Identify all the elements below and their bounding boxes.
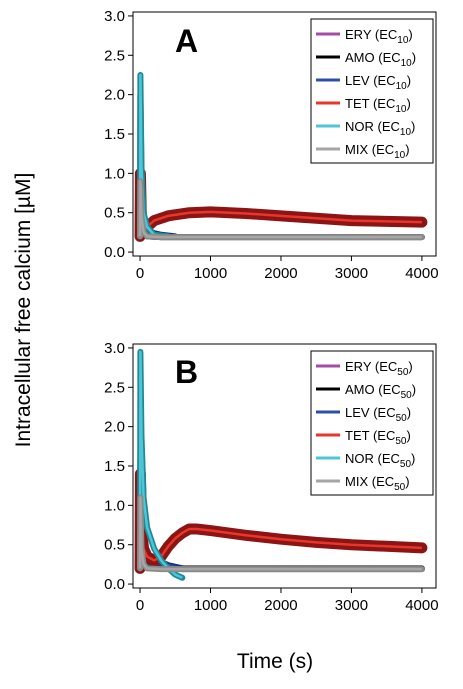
- x-tick-label: 2000: [264, 265, 297, 282]
- x-tick-label: 1000: [194, 597, 227, 614]
- x-tick-label: 0: [136, 597, 144, 614]
- panel-a-chart: 0.0 0.5 1.0 1.5 2.0 2.5 3.0 0 1000 2000 3000 4000 A E…: [104, 8, 438, 282]
- y-tick-label: 0.0: [104, 576, 125, 593]
- panel-label: B: [175, 354, 198, 390]
- y-tick-label: 2.0: [104, 419, 125, 436]
- panel-b-chart: 0.0 0.5 1.0 1.5 2.0 2.5 3.0 0 1000 2000 3000 4000 B E…: [104, 340, 438, 614]
- y-axis-label: Intracellular free calcium [µM]: [12, 173, 35, 448]
- y-tick-label: 2.5: [104, 379, 125, 396]
- x-tick-label: 3000: [335, 265, 368, 282]
- legend: ERY (EC50)AMO (EC50)LEV (EC50)TET (EC50)…: [311, 351, 433, 495]
- x-tick-label: 3000: [335, 597, 368, 614]
- y-tick-label: 1.0: [104, 497, 125, 514]
- y-tick-label: 3.0: [104, 8, 125, 25]
- series-line-ery: [140, 173, 422, 237]
- y-tick-label: 0.0: [104, 244, 125, 261]
- x-axis-label: Time (s): [237, 650, 313, 673]
- series-band-ery: [140, 173, 422, 237]
- x-tick-label: 1000: [194, 265, 227, 282]
- y-tick-label: 1.0: [104, 165, 125, 182]
- x-tick-label: 4000: [405, 597, 438, 614]
- series-band-tet: [140, 173, 422, 236]
- x-tick-label: 0: [136, 265, 144, 282]
- x-tick-label: 4000: [405, 265, 438, 282]
- y-tick-label: 2.5: [104, 47, 125, 64]
- panel-label: A: [175, 23, 198, 59]
- y-tick-label: 0.5: [104, 205, 125, 222]
- y-tick-label: 3.0: [104, 340, 125, 357]
- series-line-amo: [140, 173, 422, 237]
- series-line-tet: [140, 173, 422, 236]
- legend: ERY (EC10)AMO (EC10)LEV (EC10)TET (EC10)…: [311, 19, 433, 163]
- y-tick-label: 1.5: [104, 458, 125, 475]
- series-band-amo: [140, 173, 422, 237]
- y-tick-label: 0.5: [104, 537, 125, 554]
- y-tick-label: 2.0: [104, 87, 125, 104]
- y-tick-label: 1.5: [104, 126, 125, 143]
- x-tick-label: 2000: [264, 597, 297, 614]
